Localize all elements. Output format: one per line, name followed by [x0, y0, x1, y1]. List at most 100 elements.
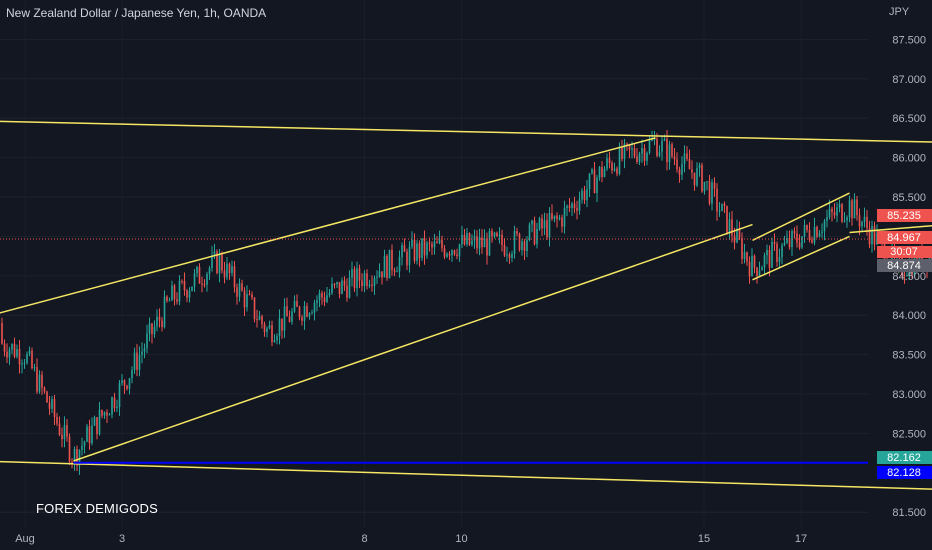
candle-body: [243, 290, 246, 308]
chart-grid: [0, 38, 868, 513]
candle-body: [351, 269, 353, 278]
candle-body: [626, 143, 628, 145]
candle-body: [506, 254, 508, 256]
candle-body: [321, 293, 323, 298]
candle-body: [366, 273, 368, 286]
candle-body: [591, 169, 593, 174]
candle-body: [531, 220, 533, 225]
candle-body: [601, 166, 603, 177]
candle-body: [301, 317, 303, 321]
candle-body: [521, 241, 523, 251]
candle-body: [858, 215, 861, 227]
candle-body: [796, 233, 798, 243]
time-tick-label: 3: [119, 533, 125, 545]
candle-body: [866, 216, 868, 229]
candle-body: [201, 283, 203, 285]
candle-body: [781, 245, 783, 257]
candle-body: [271, 325, 273, 342]
trend-line: [0, 460, 932, 490]
candle-body: [848, 200, 851, 218]
candle-body: [658, 151, 661, 157]
candle-body: [851, 200, 853, 219]
candle-body: [211, 255, 213, 268]
candle-body: [713, 182, 716, 189]
candle-body: [576, 208, 578, 211]
candle-body: [453, 250, 456, 255]
candle-body: [86, 426, 88, 442]
price-tick-label: 87.500: [892, 34, 926, 46]
candle-body: [413, 239, 416, 261]
candle-body: [16, 349, 18, 357]
candle-body: [503, 245, 506, 256]
candle-body: [468, 232, 471, 245]
price-label-bg-entry: [877, 259, 932, 272]
candle-body: [553, 215, 556, 219]
candle-body: [298, 306, 301, 318]
candle-body: [331, 283, 333, 293]
candle-body: [831, 208, 833, 213]
candle-body: [703, 181, 706, 192]
candle-body: [238, 283, 241, 297]
candle-body: [273, 340, 276, 342]
price-tick-label: 85.500: [892, 192, 926, 204]
candle-body: [226, 263, 228, 278]
price-label-bg-target: [877, 451, 932, 464]
candle-body: [126, 385, 128, 389]
candle-body: [353, 269, 356, 289]
price-tick-label: 83.000: [892, 389, 926, 401]
candle-body: [681, 163, 683, 175]
candle-body: [191, 286, 193, 291]
candle-body: [61, 434, 63, 440]
candle-body: [241, 283, 243, 291]
candle-body: [748, 261, 751, 277]
candle-body: [473, 236, 476, 241]
candle-body: [178, 280, 181, 302]
candle-body: [568, 205, 571, 209]
candle-body: [183, 281, 186, 291]
candle-body: [528, 224, 531, 240]
trend-line: [849, 225, 932, 234]
candle-body: [356, 268, 358, 289]
candle-body: [341, 280, 343, 294]
candle-body: [718, 210, 721, 212]
candle-body: [733, 235, 736, 243]
candle-body: [676, 159, 678, 170]
candle-body: [83, 441, 86, 446]
candle-body: [141, 351, 143, 355]
candle-body: [646, 152, 648, 161]
candle-body: [726, 205, 728, 234]
candle-body: [623, 143, 626, 159]
candle-body: [483, 238, 486, 248]
candle-body: [906, 275, 908, 277]
candle-body: [283, 306, 286, 331]
candle-body: [636, 156, 638, 162]
candle-body: [773, 241, 776, 244]
candle-body: [78, 449, 81, 466]
candle-body: [251, 294, 253, 298]
candle-body: [618, 146, 621, 174]
candle-body: [71, 461, 73, 463]
candle-body: [688, 158, 691, 170]
candle-body: [323, 297, 326, 303]
candle-body: [853, 199, 856, 219]
candle-body: [198, 266, 201, 284]
candle-body: [471, 240, 473, 245]
candle-body: [701, 164, 703, 192]
candle-body: [101, 409, 103, 416]
price-tick-label: 84.500: [892, 271, 926, 283]
candle-body: [811, 239, 813, 243]
candle-body: [446, 253, 448, 257]
candle-body: [458, 244, 461, 257]
candle-body: [258, 316, 261, 320]
candle-body: [48, 402, 51, 409]
candle-body: [673, 156, 676, 160]
candle-body: [671, 144, 673, 157]
candle-body: [668, 144, 671, 163]
candle-body: [68, 436, 71, 462]
candle-body: [488, 230, 491, 256]
candle-body: [28, 350, 31, 355]
price-label-bg-stop: [877, 209, 932, 222]
candle-body: [786, 237, 788, 243]
candle-body: [581, 190, 583, 200]
